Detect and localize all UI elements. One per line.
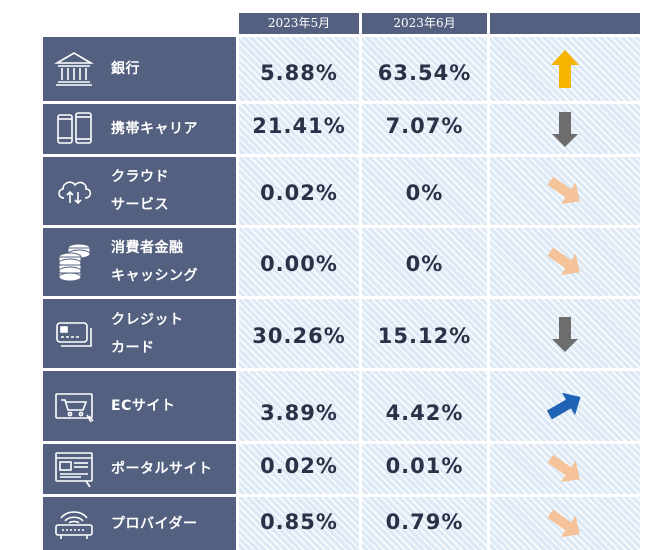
arrow-up-right-icon: [545, 386, 585, 426]
arrow-down-icon: [545, 314, 585, 354]
row-label-cell: 銀行: [43, 37, 236, 101]
arrow-down-right-icon: [545, 242, 585, 282]
row-label: クレジット カード: [111, 306, 232, 362]
trend-cell: [490, 157, 640, 225]
june-value: 15.12%: [377, 324, 472, 348]
may-value: 3.89%: [260, 401, 338, 425]
june-value-cell: 0.01%: [362, 444, 487, 494]
row-label-line: ECサイト: [111, 398, 176, 414]
portal-site-icon: [53, 448, 95, 490]
june-value: 0%: [405, 181, 444, 205]
arrow-up-icon: [545, 49, 585, 89]
row-label-line: クラウド: [111, 169, 169, 185]
row-label-line: 消費者金融: [111, 240, 184, 256]
trend-cell: [490, 299, 640, 368]
june-value-cell: 0%: [362, 157, 487, 225]
credit-card-icon: [53, 313, 95, 355]
mobile-phones-icon: [53, 108, 95, 150]
table-row: クラウドサービス 0.02% 0%: [43, 157, 640, 225]
table-row: ポータルサイト 0.02% 0.01%: [43, 444, 640, 494]
may-value-cell: 0.02%: [239, 157, 359, 225]
may-value-cell: 5.88%: [239, 37, 359, 101]
row-label-line: ポータルサイト: [111, 461, 213, 477]
arrow-down-right-icon: [545, 171, 585, 211]
may-value: 0.00%: [260, 252, 338, 276]
may-value: 5.88%: [260, 61, 338, 85]
june-value: 0.79%: [385, 510, 464, 534]
bank-icon: [53, 48, 95, 90]
row-label-cell: プロバイダー: [43, 497, 236, 550]
row-label-cell: ポータルサイト: [43, 444, 236, 494]
header-may: 2023年5月: [239, 13, 359, 34]
row-label-cell: クレジット カード: [43, 299, 236, 368]
trend-cell: [490, 371, 640, 441]
arrow-down-icon: [545, 109, 585, 149]
row-label: プロバイダー: [111, 510, 232, 538]
router-icon: [53, 503, 95, 545]
may-value: 0.02%: [260, 454, 338, 478]
may-value: 30.26%: [252, 324, 346, 348]
header-june: 2023年6月: [362, 13, 487, 34]
row-label-cell: クラウド サービス: [43, 157, 236, 225]
table-row: 携帯キャリア 21.41% 7.07%: [43, 104, 640, 154]
trend-cell: [490, 228, 640, 296]
row-label: 携帯キャリア: [111, 115, 232, 143]
may-value: 21.41%: [252, 114, 346, 138]
may-value-cell: 0.00%: [239, 228, 359, 296]
row-label-cell: 消費者金融キャッシング: [43, 228, 236, 296]
table-row: ECサイト 3.89% 4.42%: [43, 371, 640, 441]
row-label-line: キャッシング: [111, 268, 198, 284]
table-row: クレジットカード 30.26% 15.12%: [43, 299, 640, 368]
arrow-down-right-icon: [545, 504, 585, 544]
june-value-cell: 4.42%: [362, 371, 487, 441]
row-label: 銀行: [111, 55, 232, 83]
row-label-line: 携帯キャリア: [111, 121, 198, 137]
row-label-line: プロバイダー: [111, 516, 198, 532]
header-trend: [490, 13, 640, 34]
row-label: 消費者金融キャッシング: [111, 234, 232, 290]
june-value-cell: 7.07%: [362, 104, 487, 154]
row-label: ECサイト: [111, 392, 232, 420]
row-label-line: サービス: [111, 197, 169, 213]
may-value-cell: 0.02%: [239, 444, 359, 494]
row-label-line: 銀行: [111, 61, 140, 77]
june-value: 7.07%: [385, 114, 464, 138]
row-label-cell: 携帯キャリア: [43, 104, 236, 154]
row-label-line: カード: [111, 340, 155, 356]
coins-icon: [53, 241, 95, 283]
table-row: 消費者金融キャッシング 0.00% 0%: [43, 228, 640, 296]
june-value-cell: 15.12%: [362, 299, 487, 368]
may-value-cell: 3.89%: [239, 371, 359, 441]
may-value: 0.85%: [260, 510, 338, 534]
shopping-cart-icon: [53, 385, 95, 427]
row-label-cell: ECサイト: [43, 371, 236, 441]
may-value-cell: 21.41%: [239, 104, 359, 154]
table-row: プロバイダー 0.85% 0.79%: [43, 497, 640, 550]
may-value-cell: 30.26%: [239, 299, 359, 368]
trend-cell: [490, 497, 640, 550]
june-value-cell: 0%: [362, 228, 487, 296]
june-value-cell: 0.79%: [362, 497, 487, 550]
trend-cell: [490, 37, 640, 101]
trend-cell: [490, 444, 640, 494]
june-value-cell: 63.54%: [362, 37, 487, 101]
june-value: 4.42%: [385, 401, 464, 425]
trend-cell: [490, 104, 640, 154]
row-label: ポータルサイト: [111, 455, 232, 483]
june-value: 0%: [405, 252, 444, 276]
row-label: クラウド サービス: [111, 163, 232, 219]
may-value-cell: 0.85%: [239, 497, 359, 550]
cloud-service-icon: [53, 170, 95, 212]
table-row: 銀行 5.88% 63.54%: [43, 37, 640, 101]
june-value: 0.01%: [385, 454, 464, 478]
june-value: 63.54%: [377, 61, 472, 85]
may-value: 0.02%: [260, 181, 338, 205]
row-label-line: クレジット: [111, 312, 184, 328]
arrow-down-right-icon: [545, 449, 585, 489]
